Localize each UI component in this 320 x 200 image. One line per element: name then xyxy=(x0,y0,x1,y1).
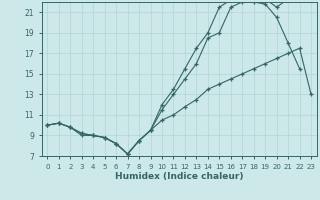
X-axis label: Humidex (Indice chaleur): Humidex (Indice chaleur) xyxy=(115,172,244,181)
